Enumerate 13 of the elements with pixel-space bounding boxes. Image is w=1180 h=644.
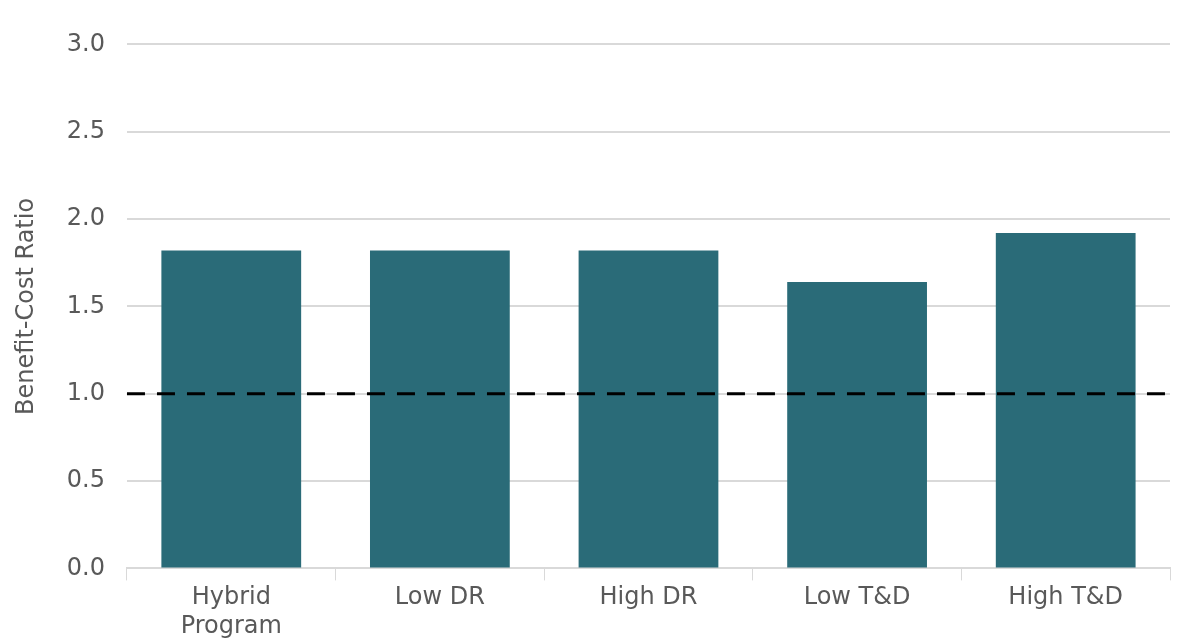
x-tick-label: High T&D <box>1008 582 1124 611</box>
y-tick-label: 0.5 <box>66 465 105 494</box>
y-tick-label: 2.0 <box>66 203 105 232</box>
y-axis-title: Benefit-Cost Ratio <box>10 197 39 415</box>
x-tick-label: High DR <box>599 582 698 611</box>
x-tick-label: Low T&D <box>803 582 911 611</box>
x-tick-label: Hybrid Program <box>180 582 282 639</box>
y-tick-label: 2.5 <box>66 115 105 144</box>
y-tick-label: 1.5 <box>66 290 105 319</box>
y-tick-label: 3.0 <box>66 28 105 57</box>
x-tick-label: Low DR <box>394 582 485 611</box>
y-tick-label: 0.0 <box>66 552 105 581</box>
y-tick-label: 1.0 <box>66 377 105 406</box>
